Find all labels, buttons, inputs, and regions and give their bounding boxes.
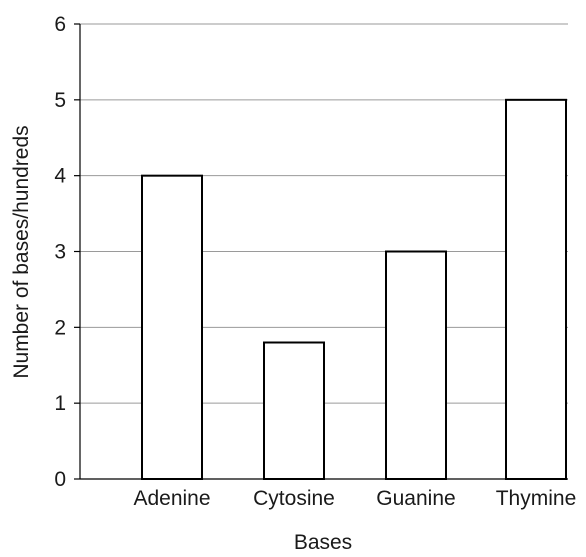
y-tick-label-5: 5 — [54, 89, 66, 112]
category-label-thymine: Thymine — [496, 487, 577, 510]
bar-thymine — [505, 98, 567, 480]
y-tick-label-3: 3 — [54, 241, 66, 264]
y-tick-labels: 0 1 2 3 4 5 6 — [54, 13, 66, 491]
bar-adenine — [141, 174, 203, 481]
y-tick-label-1: 1 — [54, 392, 66, 415]
category-labels: Adenine Cytosine Guanine Thymine — [133, 487, 576, 510]
category-label-adenine: Adenine — [133, 487, 210, 510]
bar-guanine — [385, 250, 447, 480]
y-tick-label-0: 0 — [54, 468, 66, 491]
y-tick-label-4: 4 — [54, 165, 66, 188]
y-axis-title: Number of bases/hundreds — [10, 125, 33, 378]
category-label-cytosine: Cytosine — [253, 487, 335, 510]
axes — [79, 24, 568, 480]
bars — [141, 98, 567, 481]
y-tick-label-2: 2 — [54, 316, 66, 339]
x-axis-title: Bases — [294, 531, 352, 554]
category-label-guanine: Guanine — [376, 487, 455, 510]
bar-cytosine — [263, 341, 325, 480]
y-tick-label-6: 6 — [54, 13, 66, 36]
